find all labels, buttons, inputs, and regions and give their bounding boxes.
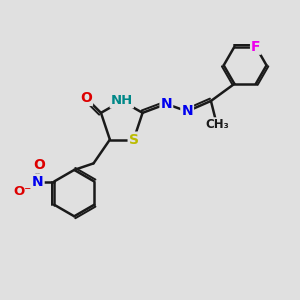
Text: F: F xyxy=(251,40,261,54)
Text: CH₃: CH₃ xyxy=(205,118,229,131)
Text: NH: NH xyxy=(111,94,133,107)
Text: N: N xyxy=(160,97,172,111)
Text: S: S xyxy=(129,133,139,147)
Text: N: N xyxy=(32,175,44,188)
Text: N: N xyxy=(181,104,193,118)
Text: O: O xyxy=(33,158,45,172)
Text: O: O xyxy=(80,91,92,105)
Text: O⁻: O⁻ xyxy=(14,185,32,198)
